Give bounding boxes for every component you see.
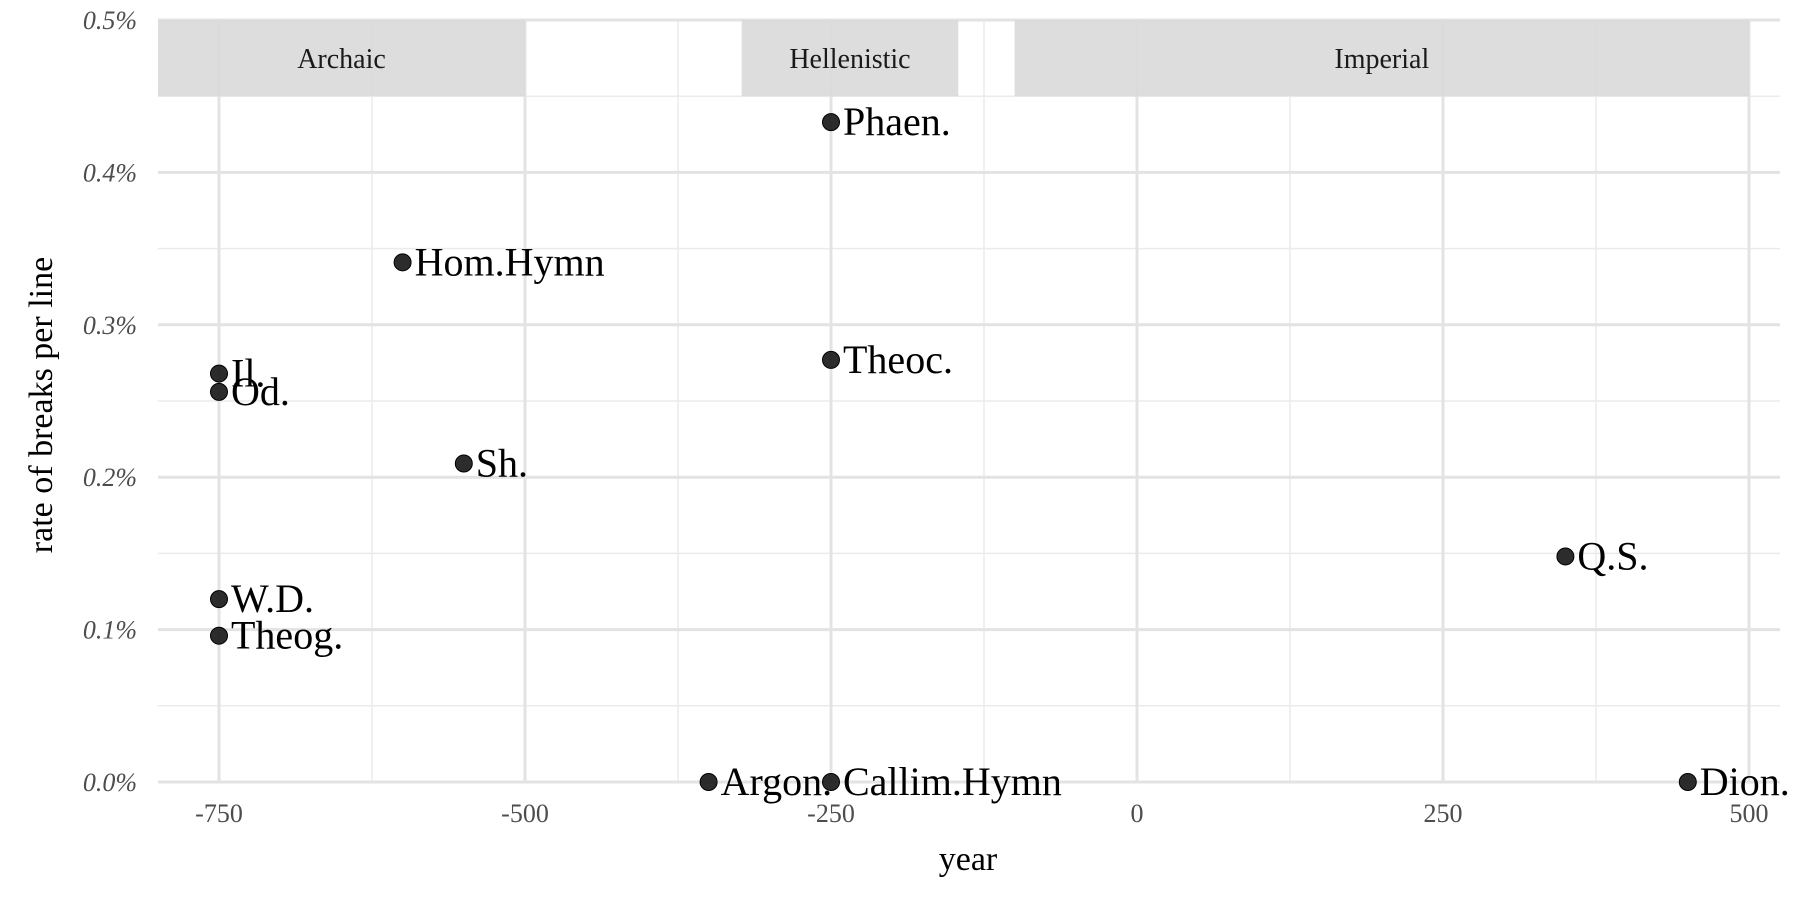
period-label: Archaic xyxy=(297,44,386,75)
data-point-label: Argon. xyxy=(721,759,832,804)
x-tick-label: 0 xyxy=(1131,799,1144,828)
data-point-label: W.D. xyxy=(231,576,314,621)
data-point-label: Od. xyxy=(231,369,290,414)
y-axis-tick-labels: 0.0% 0.1% 0.2% 0.3% 0.4% 0.5% xyxy=(83,6,137,797)
x-axis-title: year xyxy=(939,841,998,878)
data-point xyxy=(822,350,840,369)
x-tick-label: -500 xyxy=(501,799,549,828)
data-point-label: Dion. xyxy=(1700,759,1790,804)
data-point xyxy=(393,253,412,272)
data-point-label: Hom.Hymn xyxy=(415,239,605,284)
data-point-labels: Il.Od. W.D.Theog. Hom.Hymn Sh. Argon. Phaen. T… xyxy=(231,99,1790,804)
y-tick-label: 0.3% xyxy=(83,311,137,340)
data-point-label: Theoc. xyxy=(843,337,953,382)
period-label: Hellenistic xyxy=(789,44,910,75)
data-point xyxy=(822,113,840,132)
data-point xyxy=(210,626,228,645)
x-tick-label: -750 xyxy=(195,799,243,828)
data-point xyxy=(1678,773,1697,791)
data-point xyxy=(210,364,228,383)
data-point xyxy=(1556,547,1575,566)
data-point xyxy=(454,454,473,473)
data-point-label: Sh. xyxy=(476,440,528,485)
y-axis-title: rate of breaks per line xyxy=(23,257,60,553)
period-bands: Archaic Hellenistic Imperial xyxy=(158,20,1749,97)
x-tick-label: 500 xyxy=(1730,799,1769,828)
x-tick-label: -250 xyxy=(807,799,855,828)
data-point-label: Phaen. xyxy=(843,99,951,144)
y-tick-label: 0.1% xyxy=(83,616,137,645)
data-point xyxy=(822,773,840,791)
y-tick-label: 0.4% xyxy=(83,158,137,187)
period-label: Imperial xyxy=(1334,44,1429,75)
data-point xyxy=(210,590,228,609)
y-tick-label: 0.2% xyxy=(83,463,137,492)
period-band xyxy=(158,20,525,97)
x-tick-label: 250 xyxy=(1424,799,1463,828)
data-point-label: Q.S. xyxy=(1577,533,1648,578)
x-axis-tick-labels: -750 -500 -250 0 250 500 xyxy=(195,799,1768,828)
data-point xyxy=(210,382,228,401)
y-tick-label: 0.5% xyxy=(83,6,137,35)
y-tick-label: 0.0% xyxy=(83,768,137,797)
minor-gridlines xyxy=(158,20,1780,782)
data-point-label: Theog. xyxy=(231,613,343,658)
period-band xyxy=(1014,20,1749,97)
data-point-label: Callim.Hymn xyxy=(843,759,1062,804)
data-point xyxy=(699,773,718,791)
period-band xyxy=(741,20,959,97)
data-points xyxy=(210,113,1697,791)
data-point-label: Il. xyxy=(231,351,265,396)
